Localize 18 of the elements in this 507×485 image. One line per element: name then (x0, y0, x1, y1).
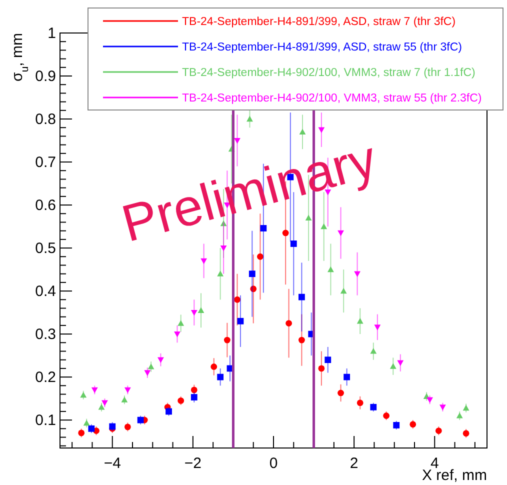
y-tick-label: 0.8 (35, 111, 56, 128)
x-tick-label: 2 (350, 455, 358, 472)
y-tick-label: 0.3 (35, 326, 56, 344)
y-tick-label: 1 (48, 25, 56, 42)
y-tick-label: 0.2 (35, 369, 56, 386)
y-tick-label: 0.4 (35, 283, 56, 300)
y-tick-label: 0.1 (35, 412, 56, 430)
y-tick-label: 0.5 (35, 240, 56, 258)
x-tick-label: 0 (269, 455, 278, 472)
y-tick-label: 0.7 (35, 154, 56, 172)
text: TB-24-September-H4-891/399, ASD, straw 55 (thr 3fC) (182, 42, 462, 54)
y-tick-label: 0.6 (35, 197, 56, 214)
x-tick-label: −2 (184, 455, 202, 472)
text: TB-24-September-H4-902/100, VMM3, straw 7 (thr 1.1fC) (182, 67, 476, 79)
text: TB-24-September-H4-902/100, VMM3, straw 55 (thr 2.3fC) (182, 92, 482, 104)
x-tick-label: −4 (104, 455, 121, 472)
text: TB-24-September-H4-891/399, ASD, straw 7 (thr 3fC) (182, 16, 456, 28)
y-tick-label: 0.9 (35, 68, 56, 86)
